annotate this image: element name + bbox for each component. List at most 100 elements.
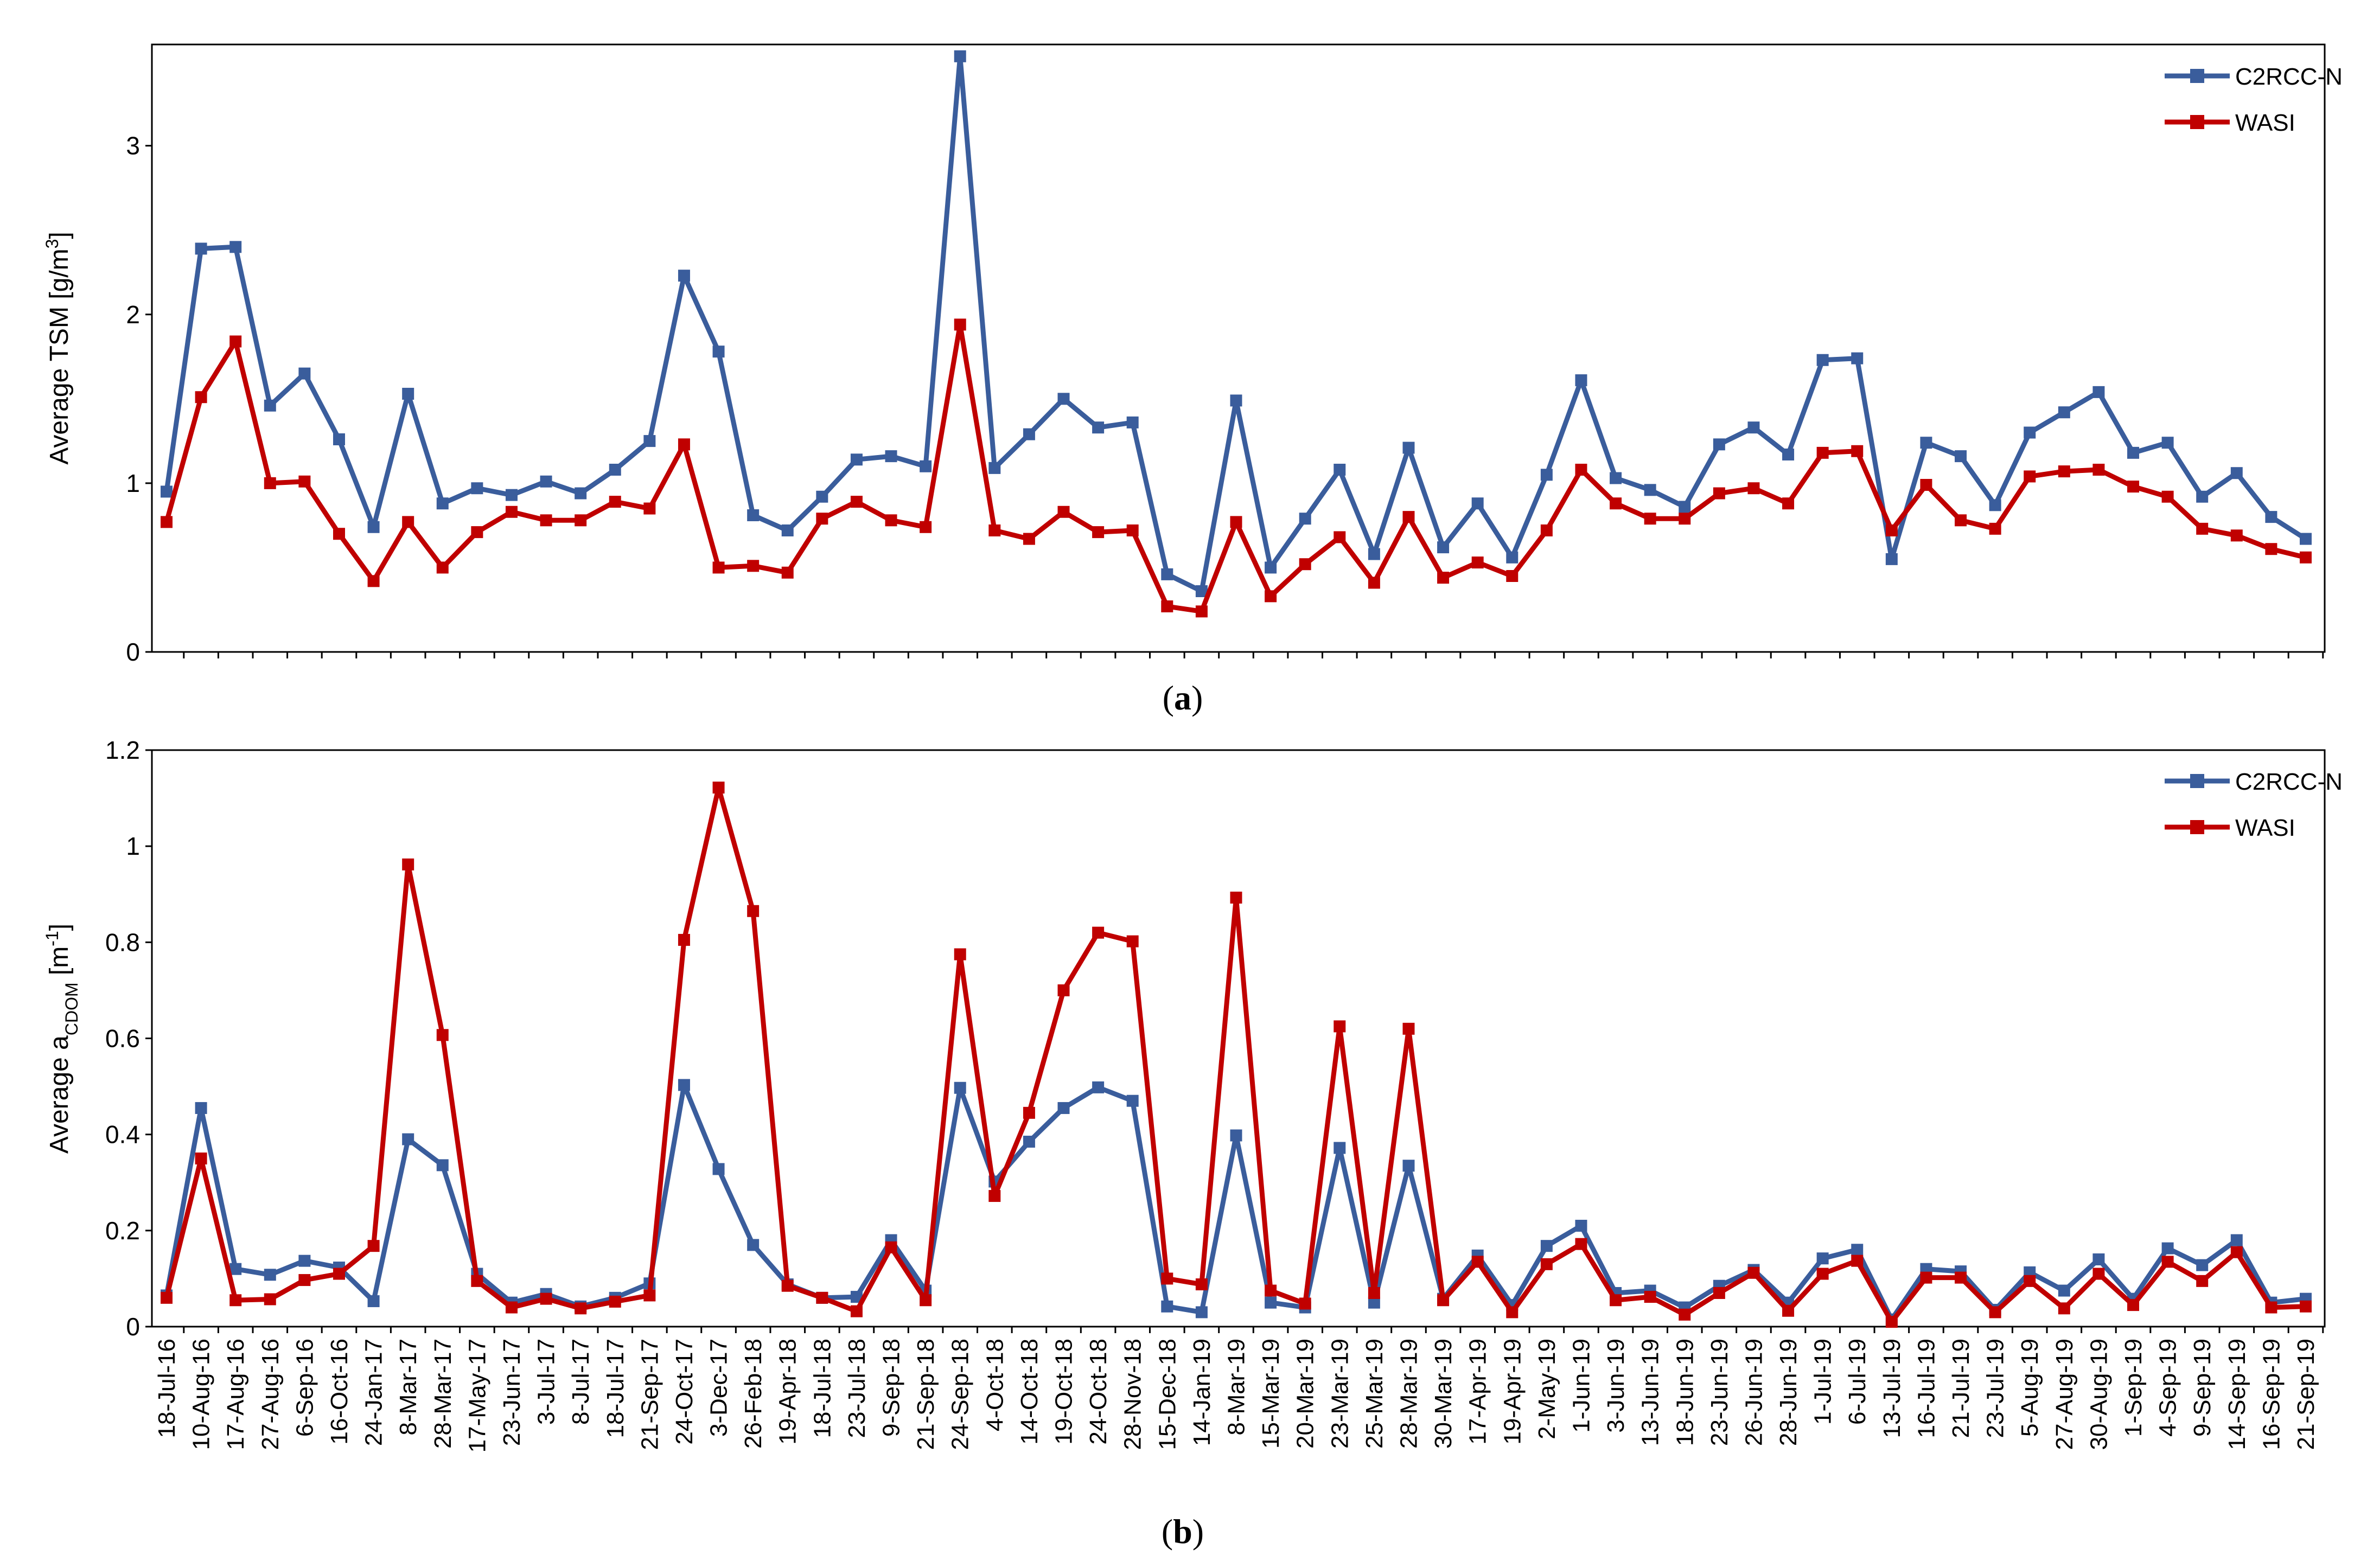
data-point-c2rcc-n: [1195, 585, 1208, 597]
data-point-c2rcc-n: [298, 1255, 311, 1267]
data-point-c2rcc-n: [1747, 421, 1760, 434]
data-point-wasi: [781, 1279, 794, 1292]
x-tick-label: 3-Jun-19: [1603, 1339, 1629, 1433]
x-tick-label: 8-Mar-19: [1223, 1339, 1250, 1436]
data-point-c2rcc-n: [2058, 1284, 2070, 1297]
data-point-c2rcc-n: [1610, 472, 1622, 484]
data-point-c2rcc-n: [1437, 541, 1450, 554]
data-point-wasi: [1575, 1238, 1587, 1250]
data-point-wasi: [2024, 1275, 2036, 1287]
y-tick-label: 2: [126, 300, 140, 329]
data-point-wasi: [1195, 605, 1208, 618]
x-tick-label: 28-Mar-17: [430, 1339, 456, 1449]
x-tick-label: 15-Dec-18: [1154, 1339, 1181, 1450]
y-tick-label: 0.8: [105, 928, 140, 956]
x-tick-label: 6-Sep-16: [291, 1339, 318, 1437]
x-tick-label: 30-Mar-19: [1430, 1339, 1457, 1449]
data-point-wasi: [1334, 531, 1346, 543]
data-point-wasi: [2058, 465, 2070, 478]
data-point-wasi: [229, 1294, 242, 1307]
data-point-wasi: [298, 475, 311, 488]
data-point-wasi: [1713, 1287, 1725, 1299]
data-point-c2rcc-n: [1299, 513, 1311, 525]
data-point-c2rcc-n: [1230, 394, 1242, 407]
data-point-c2rcc-n: [1782, 449, 1795, 460]
data-point-wasi: [1471, 556, 1484, 569]
data-point-wasi: [367, 1240, 380, 1252]
data-point-wasi: [1057, 984, 1070, 996]
x-tick-label: 19-Oct-18: [1051, 1339, 1077, 1445]
x-tick-label: 27-Aug-16: [257, 1339, 284, 1450]
data-point-wasi: [575, 1302, 587, 1315]
y-axis: 0 1 2 3: [126, 132, 2324, 666]
x-tick-label: 16-Jul-19: [1913, 1339, 1939, 1438]
data-point-c2rcc-n: [1334, 1142, 1346, 1154]
x-tick-label: 9-Sep-18: [878, 1339, 905, 1437]
data-point-wasi: [1644, 513, 1656, 525]
data-point-wasi: [195, 1152, 207, 1164]
x-tick-label: 13-Jun-19: [1637, 1339, 1664, 1446]
data-point-wasi: [1506, 1306, 1519, 1319]
data-point-c2rcc-n: [2092, 1253, 2105, 1265]
data-point-c2rcc-n: [161, 485, 173, 498]
data-point-wasi: [1747, 482, 1760, 495]
data-point-c2rcc-n: [954, 1081, 966, 1094]
y-axis-label-main: Average TSM [g/m: [45, 248, 74, 464]
data-point-c2rcc-n: [920, 460, 932, 472]
data-point-c2rcc-n: [2265, 511, 2277, 523]
data-point-wasi: [2230, 529, 2243, 542]
data-point-c2rcc-n: [885, 450, 897, 463]
data-point-wasi: [1610, 497, 1622, 510]
data-point-wasi: [1851, 445, 1864, 457]
plot-area-frame: [151, 43, 2326, 653]
data-point-c2rcc-n: [2196, 490, 2209, 503]
data-point-c2rcc-n: [575, 487, 587, 500]
data-point-wasi: [1506, 570, 1519, 582]
data-point-wasi: [1885, 1316, 1898, 1328]
data-point-c2rcc-n: [1023, 1135, 1035, 1148]
data-point-wasi: [1368, 1287, 1380, 1299]
data-point-c2rcc-n: [1402, 441, 1415, 454]
data-point-wasi: [678, 933, 690, 946]
data-point-wasi: [1437, 1294, 1450, 1307]
data-point-wasi: [1955, 514, 1967, 527]
data-point-c2rcc-n: [781, 524, 794, 536]
data-point-c2rcc-n: [471, 482, 483, 495]
data-point-c2rcc-n: [1540, 1240, 1553, 1252]
data-point-wasi: [885, 1241, 897, 1253]
data-point-c2rcc-n: [2161, 437, 2174, 449]
data-point-c2rcc-n: [1126, 416, 1139, 428]
data-point-wasi: [1713, 487, 1725, 500]
legend-label-wasi: WASI: [2235, 110, 2295, 136]
data-point-c2rcc-n: [2024, 426, 2036, 439]
x-tick-label: 18-Jul-17: [602, 1339, 629, 1438]
data-point-wasi: [1851, 1255, 1864, 1267]
data-point-c2rcc-n: [1161, 568, 1173, 580]
x-tick-label: 18-Jul-18: [809, 1339, 835, 1438]
data-point-c2rcc-n: [2092, 386, 2105, 398]
data-point-wasi: [609, 496, 621, 508]
data-point-wasi: [816, 1291, 828, 1304]
x-tick-label: 23-Jun-19: [1706, 1339, 1733, 1446]
data-point-wasi: [298, 1274, 311, 1287]
data-point-wasi: [885, 514, 897, 527]
data-point-c2rcc-n: [1471, 497, 1484, 510]
data-point-wasi: [1540, 524, 1553, 536]
data-point-wasi: [1644, 1291, 1656, 1303]
x-tick-label: 18-Jul-16: [154, 1339, 180, 1438]
x-tick-label: 23-Jul-18: [844, 1339, 870, 1438]
data-point-c2rcc-n: [1955, 450, 1967, 463]
x-tick-label: 14-Sep-19: [2224, 1339, 2250, 1450]
x-tick-label: 23-Jul-19: [1982, 1339, 2009, 1438]
data-point-wasi: [1092, 526, 1105, 539]
legend: C2RCC-N WASI: [2165, 769, 2343, 841]
data-point-c2rcc-n: [1920, 437, 1932, 449]
legend-marker-c2rcc: [2190, 774, 2204, 788]
data-point-wasi: [1747, 1266, 1760, 1279]
x-tick-label: 4-Oct-18: [981, 1339, 1008, 1431]
data-point-wasi: [2092, 1268, 2105, 1280]
data-point-wasi: [1023, 533, 1035, 545]
x-tick-label: 9-Sep-19: [2189, 1339, 2216, 1437]
data-point-wasi: [2092, 464, 2105, 476]
data-point-c2rcc-n: [1092, 1081, 1105, 1093]
